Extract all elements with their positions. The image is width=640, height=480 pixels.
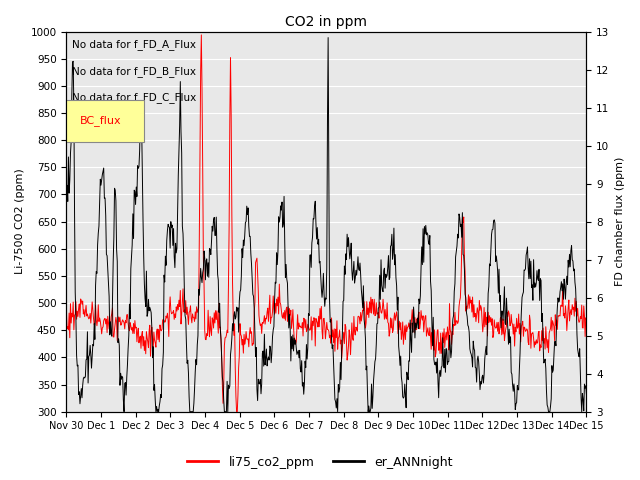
Text: No data for f_FD_C_Flux: No data for f_FD_C_Flux [72,92,196,103]
Y-axis label: FD chamber flux (ppm): FD chamber flux (ppm) [615,157,625,286]
Y-axis label: Li-7500 CO2 (ppm): Li-7500 CO2 (ppm) [15,169,25,275]
Text: No data for f_FD_A_Flux: No data for f_FD_A_Flux [72,39,196,50]
Text: BC_flux: BC_flux [79,115,121,126]
Legend: li75_co2_ppm, er_ANNnight: li75_co2_ppm, er_ANNnight [182,451,458,474]
Text: No data for f_FD_B_Flux: No data for f_FD_B_Flux [72,66,196,77]
FancyBboxPatch shape [67,100,145,142]
Title: CO2 in ppm: CO2 in ppm [285,15,367,29]
